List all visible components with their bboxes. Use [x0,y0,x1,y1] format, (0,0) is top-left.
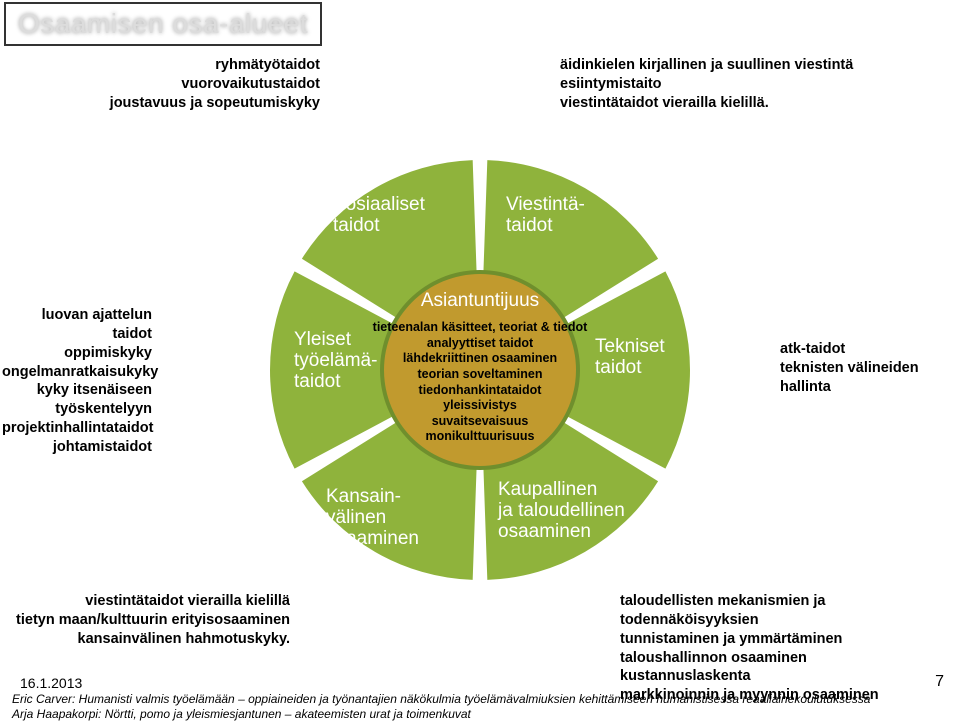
annot-mid-left: luovan ajattelun taidotoppimiskykyongelm… [2,306,152,457]
center-heading: Asiantuntijuus [380,290,580,312]
seg-label-yleiset: Yleisettyöelämä-taidot [294,330,377,393]
seg-label-tekniset: Teknisettaidot [595,337,665,379]
annot-mid-right: atk-taidotteknisten välineiden hallinta [780,340,960,397]
annot-top-right: äidinkielen kirjallinen ja suullinen vie… [560,56,900,113]
slide-footer-citation: Eric Carver: Humanisti valmis työelämään… [12,692,870,723]
slide-page-number: 7 [935,673,944,691]
footer-line-1: Eric Carver: Humanisti valmis työelämään… [12,692,870,706]
seg-label-kaupallinen: Kaupallinenja taloudellinenosaaminen [498,480,625,543]
footer-line-2: Arja Haapakorpi: Nörtti, pomo ja yleismi… [12,707,471,721]
seg-label-viestinta: Viestintä-taidot [506,195,585,237]
annot-bot-right: taloudellisten mekanismien ja todennäköi… [620,592,960,705]
seg-label-sosiaaliset: Sosiaalisettaidot [333,195,425,237]
center-item-list: tieteenalan käsitteet, teoriat & tiedota… [370,320,590,445]
annot-bot-left: viestintätaidot vierailla kielillätietyn… [10,592,290,649]
annot-top-left: ryhmätyötaidotvuorovaikutustaidotjoustav… [100,56,320,113]
slide-date: 16.1.2013 [20,675,82,691]
seg-label-kansainvalinen: Kansain-välinenosaaminen [326,487,419,550]
